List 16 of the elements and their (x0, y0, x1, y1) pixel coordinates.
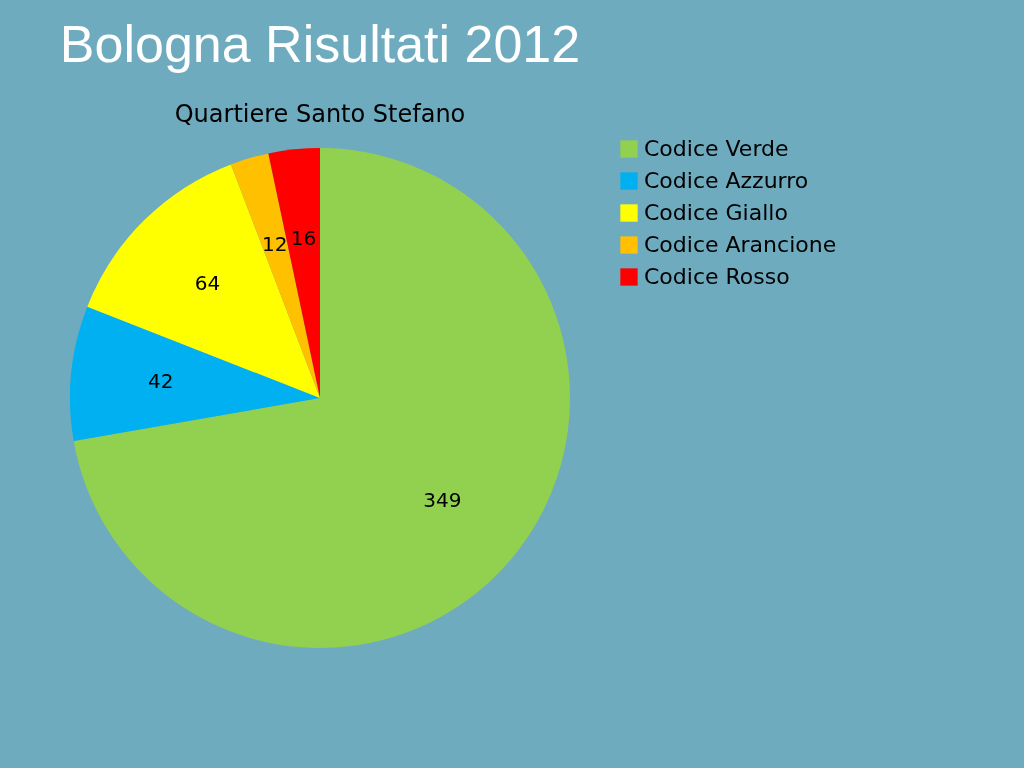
data-label: 12 (262, 231, 288, 256)
data-label: 16 (290, 225, 317, 250)
data-label: 42 (148, 368, 174, 393)
pie-slice (87, 164, 320, 398)
legend-label: Codice Azzurro (644, 168, 809, 193)
data-label: 64 (194, 271, 221, 296)
chart-subtitle: Quartiere Santo Stefano (174, 100, 466, 128)
legend-label: Codice Arancione (644, 232, 837, 257)
pie-slice (70, 306, 320, 441)
legend-label: Codice Giallo (644, 200, 788, 225)
pie-slice (230, 153, 320, 398)
chart-title: Bologna Risultati 2012 (59, 15, 581, 73)
pie-slice (73, 148, 570, 648)
legend-label: Codice Verde (644, 136, 789, 161)
data-label: 349 (423, 487, 462, 512)
legend-label: Codice Rosso (644, 264, 790, 289)
